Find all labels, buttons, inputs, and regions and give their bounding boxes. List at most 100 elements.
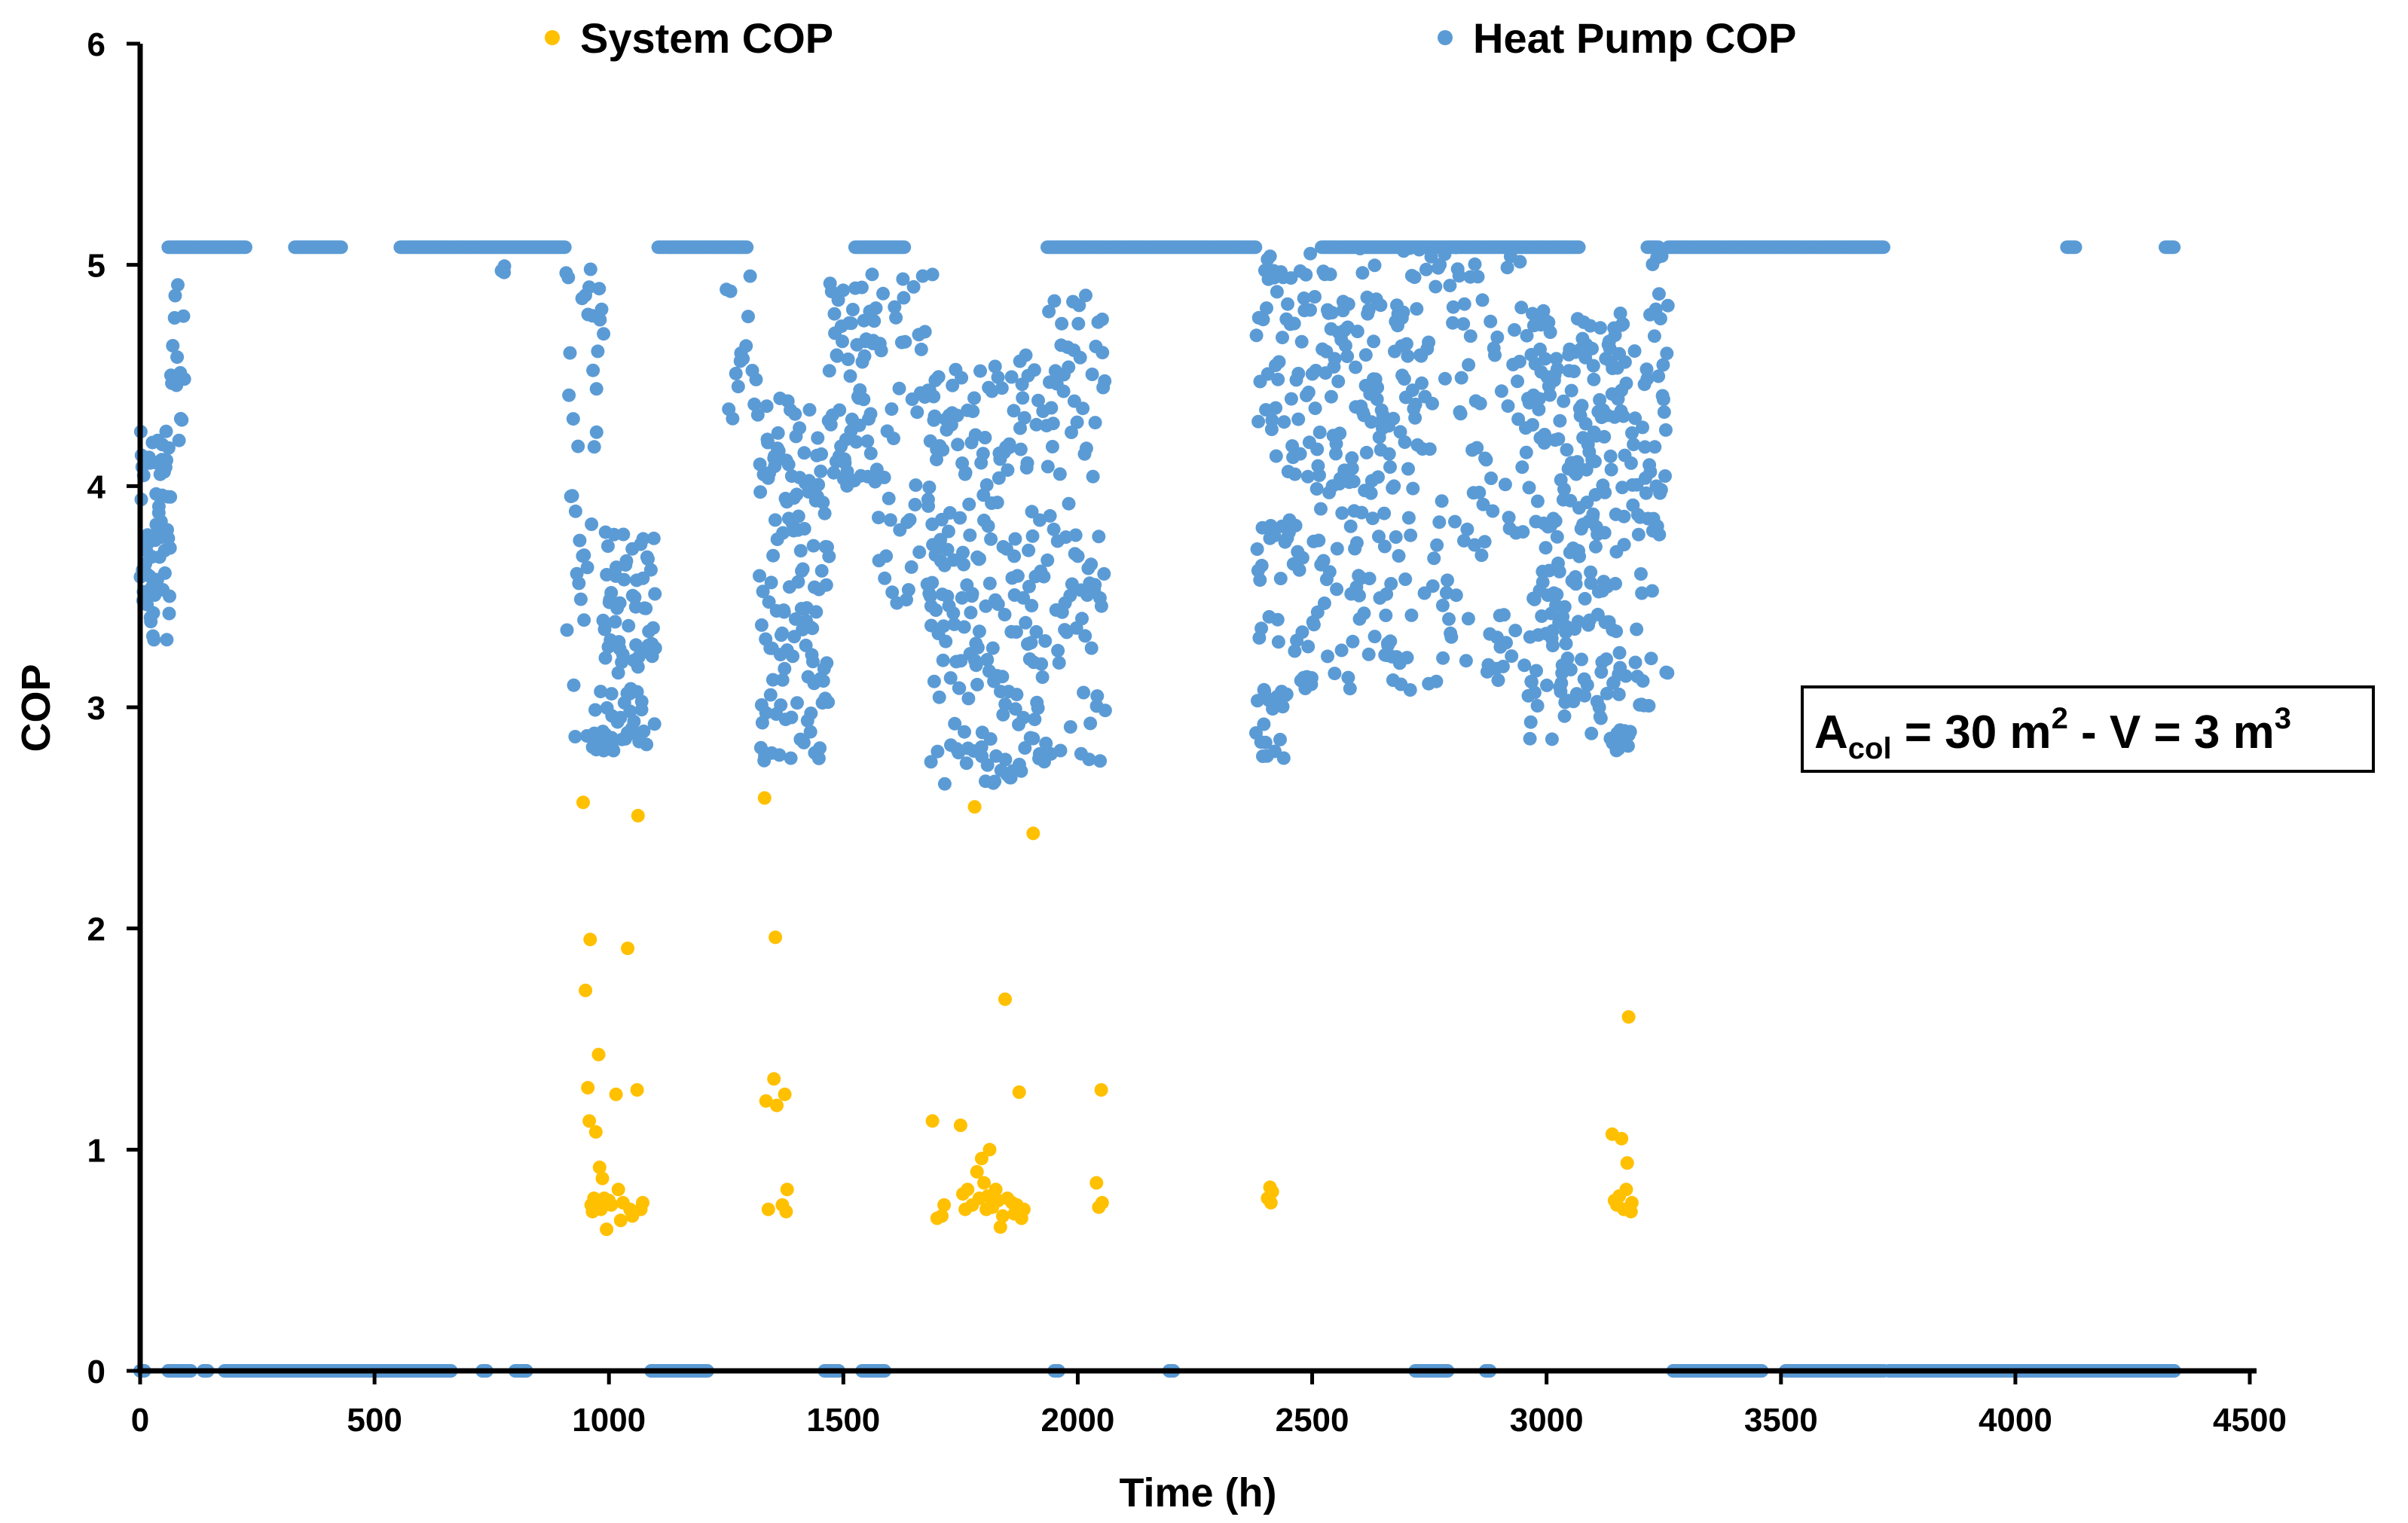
heat-pump-cop-point [646,621,660,635]
y-tick-label: 1 [87,1132,105,1169]
heat-pump-cop-point [768,513,782,527]
heat-pump-cop-point [1628,411,1643,426]
heat-pump-cop-point [998,697,1013,711]
heat-pump-cop-point [1041,553,1055,567]
heat-pump-cop-point [1401,462,1415,476]
heat-pump-cop-point [888,300,902,314]
heat-pump-cop-point [970,677,984,691]
heat-pump-cop-point [940,542,955,557]
heat-pump-cop-point [1007,404,1021,418]
heat-pump-cop-point [1361,647,1376,661]
heat-pump-cop-point [1560,443,1574,457]
heat-pump-cop-point [1002,437,1016,451]
heat-pump-cop-point [1397,372,1411,386]
heat-pump-cop-point [1519,445,1533,459]
system-cop-point [581,1081,595,1095]
heat-pump-cop-point [608,615,622,629]
heat-pump-cop-point [1353,242,1367,255]
heat-pump-cop-point [1260,301,1273,316]
heat-pump-cop-point [1609,576,1622,591]
heat-pump-cop-point [1548,514,1563,528]
system-cop-point [970,1164,984,1179]
heat-pump-cop-point [1527,685,1542,700]
heat-pump-cop-point [1055,316,1069,331]
heat-pump-cop-point [830,349,845,363]
heat-pump-cop-point [924,755,938,769]
heat-pump-cop-point [1449,240,1463,255]
heat-pump-cop-point [1627,438,1641,452]
heat-pump-cop-point [992,471,1006,485]
system-cop-point [611,1183,625,1197]
heat-pump-cop-point [1098,374,1112,388]
heat-pump-cop-point [239,240,252,255]
heat-pump-cop-point [1355,266,1370,280]
heat-pump-cop-point [898,334,912,349]
y-ticks: 0 1 2 3 4 5 6 [87,26,140,1390]
heat-pump-cop-point [1026,731,1041,746]
heat-pump-cop-point [594,685,608,699]
heat-pump-cop-point [1508,323,1521,337]
heat-pump-cop-point [771,426,785,440]
heat-pump-cop-point [892,381,906,395]
heat-pump-cop-point [988,359,1002,374]
heat-pump-cop-point [1047,522,1061,536]
heat-pump-cop-point [849,435,863,449]
heat-pump-cop-point [903,513,917,527]
heat-pump-cop-point [561,270,576,285]
heat-pump-cop-point [1642,699,1656,713]
legend-marker-system-cop [545,30,560,45]
heat-pump-cop-point [1019,348,1033,362]
heat-pump-cop-point [768,459,782,473]
heat-pump-cop-point [1557,709,1572,723]
heat-pump-cop-point [1008,702,1022,716]
heat-pump-cop-point [922,481,937,494]
heat-pump-cop-point [1640,372,1655,386]
heat-pump-cop-point [1415,376,1429,390]
heat-pump-cop-point [749,372,763,386]
heat-pump-cop-point [973,364,987,378]
heat-pump-cop-point [784,710,799,725]
system-cop-point [576,795,590,810]
heat-pump-cop-point [1551,432,1566,446]
heat-pump-cop-point [981,519,995,533]
heat-pump-cop-point [1515,460,1529,475]
system-cop-point [600,1222,614,1237]
heat-pump-cop-point [811,478,826,492]
heat-pump-cop-point [1427,551,1441,566]
heat-pump-cop-point [1530,699,1545,713]
heat-pump-cop-point [1345,451,1359,465]
heat-pump-cop-point [1422,442,1437,456]
heat-pump-cop-point [1399,337,1413,351]
y-tick-label: 4 [87,468,106,505]
heat-pump-cop-point [860,434,875,448]
legend-marker-heat-pump-cop [1438,30,1453,45]
heat-pump-cop-point [1371,470,1385,484]
system-cop-point [982,1143,997,1157]
heat-pump-cop-point [1088,416,1102,430]
heat-pump-cop-point [1631,527,1646,542]
heat-pump-cop-point [1442,612,1456,626]
x-tick-label: 2000 [1041,1402,1114,1439]
heat-pump-cop-point [836,283,851,298]
system-cop-point [977,1176,991,1190]
heat-pump-cop-point [736,352,750,366]
heat-pump-cop-point [941,524,955,539]
heat-pump-cop-point [1498,478,1512,492]
heat-pump-cop-point [882,491,896,505]
heat-pump-cop-point [162,606,176,621]
heat-pump-cop-point [1530,494,1545,508]
heat-pump-cop-point [953,511,967,525]
heat-pump-cop-point [1557,394,1571,408]
system-cop-point [579,983,593,997]
heat-pump-cop-point [1077,685,1091,700]
heat-pump-cop-point [1557,482,1571,496]
heat-pump-cop-point [1045,440,1059,453]
heat-pump-cop-point [1310,442,1325,456]
heat-pump-cop-point [1564,383,1578,398]
heat-pump-cop-point [1545,732,1559,746]
heat-pump-cop-point [1303,246,1318,261]
heat-pump-cop-point [1358,348,1373,362]
heat-pump-cop-point [1627,344,1642,359]
heat-pump-cop-point [936,653,950,667]
heat-pump-cop-point [1025,529,1040,543]
